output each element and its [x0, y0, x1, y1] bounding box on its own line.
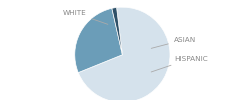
- Text: HISPANIC: HISPANIC: [151, 56, 208, 72]
- Wedge shape: [112, 8, 122, 55]
- Text: WHITE: WHITE: [63, 10, 108, 24]
- Wedge shape: [75, 8, 122, 73]
- Wedge shape: [78, 7, 170, 100]
- Text: ASIAN: ASIAN: [151, 36, 196, 48]
